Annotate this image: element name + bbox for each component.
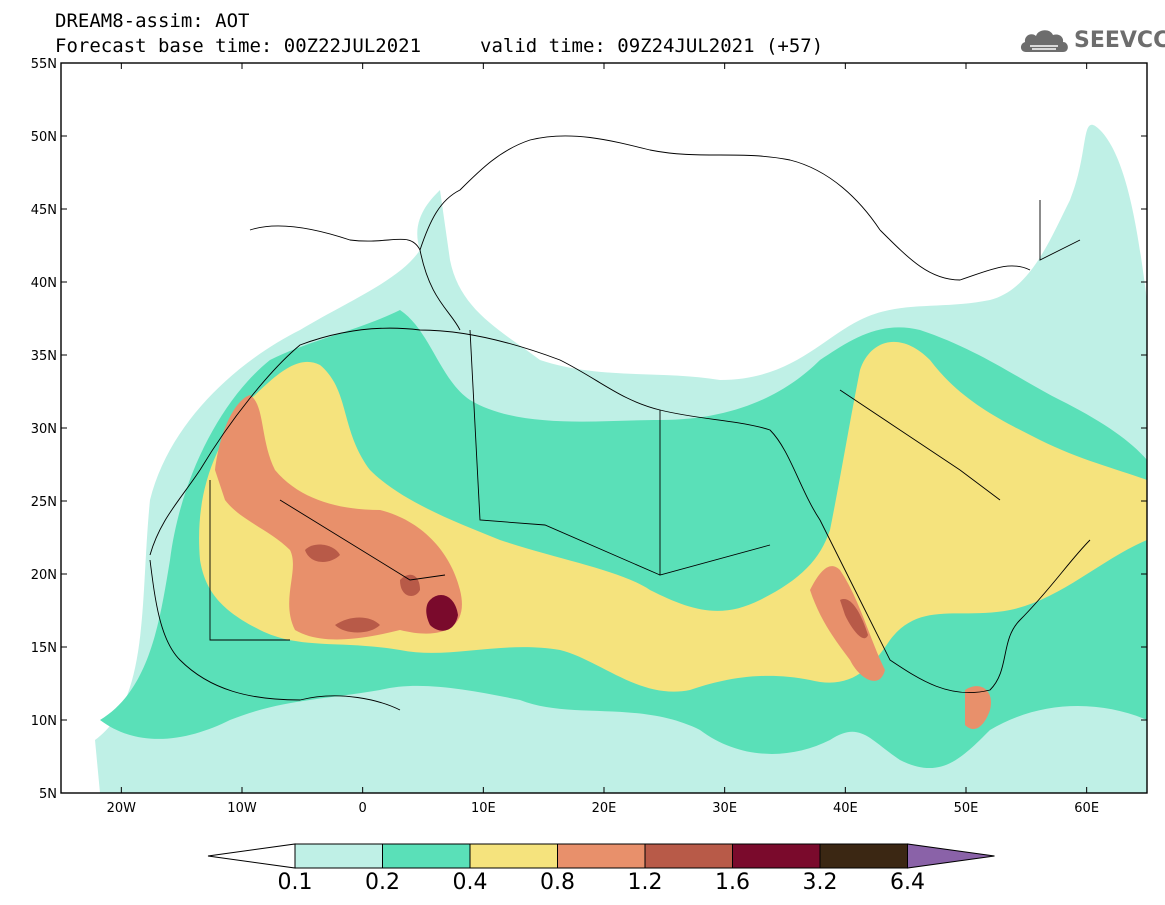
valid-time: valid time: 09Z24JUL2021 (+57) (480, 35, 824, 57)
colorbar-label: 3.2 (802, 870, 838, 895)
aot-band-0.8-east (810, 566, 885, 681)
lon-tick-label: 10W (227, 801, 257, 816)
colorbar-min-arrow (207, 843, 296, 869)
aot-band-0.8-somalia (965, 686, 991, 730)
lon-tick-label: 0 (359, 801, 367, 816)
lat-tick-label: 5N (39, 787, 57, 802)
lat-tick-label: 15N (31, 641, 57, 656)
colorbar-label: 0.8 (540, 870, 575, 895)
lon-tick-label: 30E (712, 801, 737, 816)
coastlines (149, 135, 1091, 711)
lat-tick-label: 55N (31, 57, 57, 72)
aot-band-1.2 (305, 544, 340, 562)
lat-tick-label: 45N (31, 203, 57, 218)
colorbar-max-arrow (907, 843, 995, 869)
aot-band-1.2d (840, 599, 868, 639)
colorbar-label: 0.1 (277, 870, 313, 895)
lat-tick-label: 25N (31, 495, 57, 510)
aot-band-1.2b (335, 617, 380, 633)
aot-band-0.8 (215, 395, 462, 640)
chart-title: DREAM8-assim: AOT (55, 10, 250, 32)
seevccc-logo: SEEVCCC (1018, 24, 1165, 58)
colorbar-label: 0.4 (452, 870, 488, 895)
aot-band-1.2c (400, 574, 420, 596)
colorbar-segment (644, 843, 733, 869)
colorbar-label: 1.2 (627, 870, 663, 895)
lon-tick-label: 10E (471, 801, 496, 816)
colorbar-segment (557, 843, 646, 869)
logo-text: SEEVCCC (1074, 28, 1165, 53)
colorbar-label: 1.6 (715, 870, 750, 895)
aot-band-1.6 (426, 595, 458, 631)
colorbar-segment (819, 843, 908, 869)
latitude-ticks: 55N 50N 45N 40N 35N 30N 25N 20N 15N 10N 5N (31, 57, 1147, 802)
colorbar-segment (469, 843, 558, 869)
lat-tick-label: 10N (31, 714, 57, 729)
colorbar-label: 0.2 (365, 870, 400, 895)
lon-tick-label: 60E (1074, 801, 1099, 816)
lat-tick-label: 30N (31, 422, 57, 437)
lat-tick-label: 20N (31, 568, 57, 583)
lat-tick-label: 50N (31, 130, 57, 145)
colorbar-label: 6.4 (890, 870, 925, 895)
lon-tick-label: 40E (833, 801, 858, 816)
lat-tick-label: 40N (31, 276, 57, 291)
colorbar (207, 843, 995, 869)
lon-tick-label: 50E (954, 801, 979, 816)
forecast-base-time: Forecast base time: 00Z22JUL2021 (55, 35, 422, 57)
lon-tick-label: 20W (107, 801, 137, 816)
cloud-logo-icon (1020, 30, 1068, 52)
lat-tick-label: 35N (31, 349, 57, 364)
longitude-ticks: 20W 10W 0 10E 20E 30E 40E 50E 60E (107, 63, 1099, 816)
colorbar-segment (732, 843, 821, 869)
lon-tick-label: 20E (592, 801, 617, 816)
colorbar-segment (382, 843, 471, 869)
colorbar-segment (294, 843, 383, 869)
aot-field (95, 124, 1147, 793)
